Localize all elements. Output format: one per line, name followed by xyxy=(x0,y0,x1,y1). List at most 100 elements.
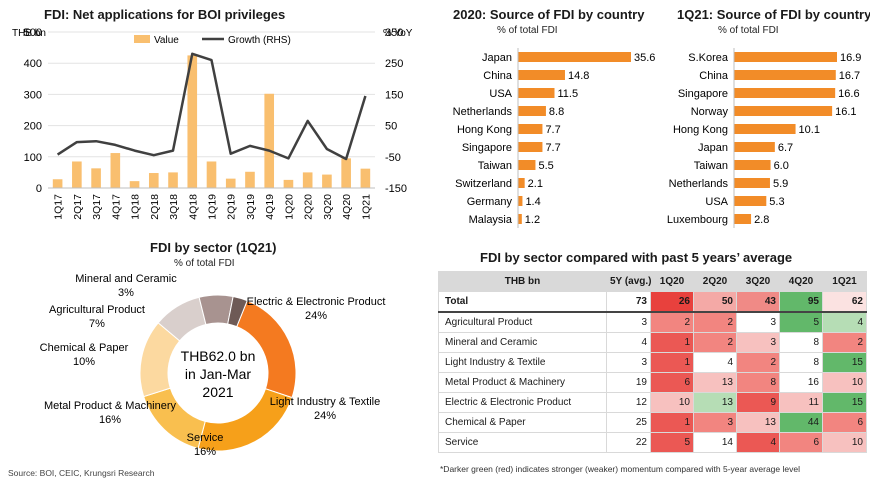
slice-value-label: 10% xyxy=(73,356,95,368)
x-tick-label: 3Q20 xyxy=(322,194,334,220)
value-cell: 1 xyxy=(650,412,694,433)
table-row: Light Industry & Textile 3 1 4 2 8 15 xyxy=(438,352,867,373)
data-label: 6.0 xyxy=(774,160,789,172)
sector-donut-chart: THB62.0 bn in Jan-Mar 2021 Electric & Elect… xyxy=(40,273,386,458)
row-label: Electric & Electronic Product xyxy=(438,392,607,413)
donut-center-text: in Jan-Mar xyxy=(185,366,251,382)
avg-cell: 73 xyxy=(606,291,651,313)
value-cell: 2 xyxy=(650,311,694,333)
row-label: Metal Product & Machinery xyxy=(438,372,607,393)
value-cell: 95 xyxy=(779,291,823,313)
bar xyxy=(518,160,536,170)
bar xyxy=(518,178,525,188)
data-label: 5.3 xyxy=(769,196,784,208)
value-cell: 2 xyxy=(693,332,737,353)
category-label: Taiwan xyxy=(478,160,512,172)
value-cell: 6 xyxy=(779,432,823,453)
y-tick-label: 0 xyxy=(36,183,42,195)
value-cell: 8 xyxy=(779,332,823,353)
bar xyxy=(518,214,522,224)
value-cell: 15 xyxy=(822,352,867,373)
row-label: Chemical & Paper xyxy=(438,412,607,433)
legend-label-growth: Growth (RHS) xyxy=(228,35,291,46)
bar xyxy=(734,106,833,116)
slice-name-label: Agricultural Product xyxy=(49,304,145,316)
slice-value-label: 24% xyxy=(314,410,336,422)
y2-tick-label: 250 xyxy=(385,58,403,70)
avg-cell: 19 xyxy=(606,372,651,393)
x-tick-label: 2Q20 xyxy=(303,194,315,220)
value-cell: 2 xyxy=(736,352,780,373)
table-footnote: *Darker green (red) indicates stronger (… xyxy=(440,464,800,474)
x-tick-label: 3Q18 xyxy=(168,194,180,220)
bar-value xyxy=(302,172,313,188)
category-label: China xyxy=(483,70,513,82)
column-header: 1Q21 xyxy=(822,271,867,292)
category-label: Luxembourg xyxy=(667,214,728,226)
slice-value-label: 16% xyxy=(194,446,216,458)
value-cell: 14 xyxy=(693,432,737,453)
source-1q21-chart: S.Korea 16.9 China 16.7 Singapore 16.6 Norway 1… xyxy=(667,48,861,228)
data-label: 16.1 xyxy=(835,106,856,118)
value-cell: 4 xyxy=(693,352,737,373)
row-label: Mineral and Ceramic xyxy=(438,332,607,353)
table-row: Electric & Electronic Product 12 10 13 9 11 15 xyxy=(438,392,867,413)
avg-cell: 3 xyxy=(606,352,651,373)
data-label: 10.1 xyxy=(799,124,820,136)
bar-value xyxy=(72,161,82,188)
value-cell: 62 xyxy=(822,291,867,313)
data-label: 16.7 xyxy=(839,70,860,82)
chart3-subtitle: % of total FDI xyxy=(718,25,779,36)
value-cell: 13 xyxy=(693,392,737,413)
x-tick-label: 2Q17 xyxy=(72,194,84,220)
value-cell: 10 xyxy=(822,372,867,393)
value-cell: 43 xyxy=(736,291,780,313)
y2-tick-label: 350 xyxy=(385,27,403,39)
slice-name-label: Metal Product & Machinery xyxy=(44,400,177,412)
category-label: Netherlands xyxy=(669,178,729,190)
table-row: Mineral and Ceramic 4 1 2 3 8 2 xyxy=(438,332,867,353)
category-label: Germany xyxy=(467,196,513,208)
bar-value xyxy=(168,172,178,188)
x-tick-label: 4Q18 xyxy=(187,194,199,220)
chart3-title: 1Q21: Source of FDI by country xyxy=(677,7,870,22)
data-label: 16.9 xyxy=(840,52,861,64)
bar xyxy=(734,52,837,62)
column-header: 1Q20 xyxy=(650,271,694,292)
avg-cell: 12 xyxy=(606,392,651,413)
category-label: Norway xyxy=(691,106,729,118)
table-row: Chemical & Paper 25 1 3 13 44 6 xyxy=(438,412,867,433)
bar-value xyxy=(322,174,332,188)
data-label: 5.9 xyxy=(773,178,788,190)
value-cell: 1 xyxy=(650,352,694,373)
avg-cell: 25 xyxy=(606,412,651,433)
value-cell: 13 xyxy=(736,412,780,433)
slice-value-label: 24% xyxy=(305,310,327,322)
donut-center-text: THB62.0 bn xyxy=(181,348,256,364)
table-row: Total 73 26 50 43 95 62 xyxy=(438,291,867,313)
category-label: Japan xyxy=(698,142,728,154)
slice-value-label: 3% xyxy=(118,287,134,299)
growth-line xyxy=(56,52,367,161)
data-label: 6.7 xyxy=(778,142,793,154)
left-axis-label: THB bn xyxy=(12,28,46,39)
bar xyxy=(734,178,770,188)
category-label: Hong Kong xyxy=(457,124,512,136)
x-tick-label: 3Q19 xyxy=(245,194,257,220)
data-label: 7.7 xyxy=(545,142,560,154)
chart4-title: FDI by sector (1Q21) xyxy=(150,240,277,255)
column-header: 4Q20 xyxy=(779,271,823,292)
bar-value xyxy=(187,55,198,189)
legend-label-value: Value xyxy=(154,35,179,46)
bar-value xyxy=(110,153,121,188)
data-label: 14.8 xyxy=(568,70,589,82)
bar-value xyxy=(225,178,236,188)
column-header: 5Y (avg.) xyxy=(606,271,652,292)
slice-name-label: Chemical & Paper xyxy=(40,342,129,354)
value-cell: 2 xyxy=(822,332,867,353)
value-cell: 10 xyxy=(822,432,867,453)
bar-value xyxy=(52,179,63,188)
category-label: Netherlands xyxy=(453,106,513,118)
category-label: Singapore xyxy=(462,142,512,154)
x-tick-label: 4Q17 xyxy=(110,194,122,220)
